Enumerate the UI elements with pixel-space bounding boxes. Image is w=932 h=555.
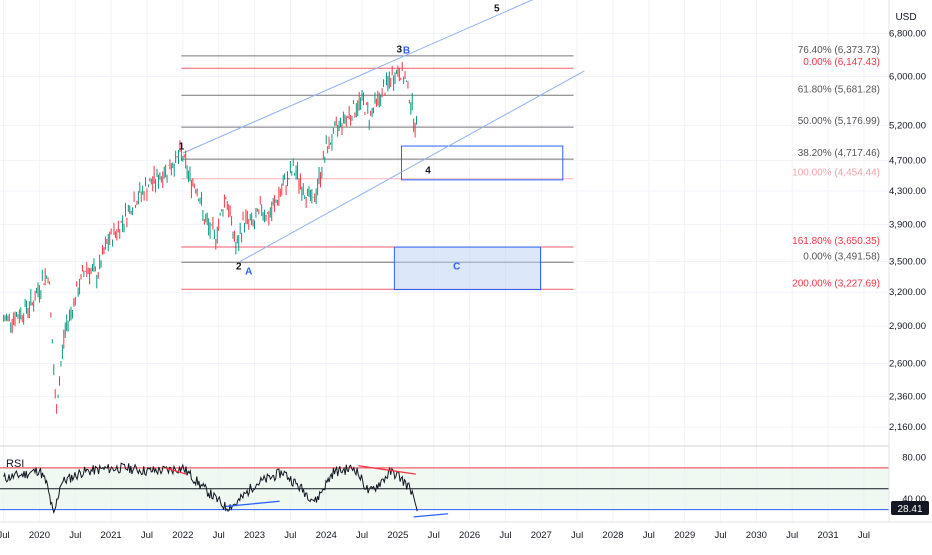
rsi-divergence-line — [358, 465, 416, 475]
price-tick-label: 2,160.00 — [889, 422, 926, 433]
time-tick-label: Jul — [499, 530, 511, 541]
rsi-divergence-line — [164, 467, 187, 475]
wave-label: 2 — [236, 261, 242, 272]
time-tick-label: Jul — [69, 530, 81, 541]
wave-labels: 1 2 A 3 B 4 5 C — [179, 4, 500, 278]
time-tick-label: Jul — [786, 530, 798, 541]
rsi-last-value: 28.41 — [897, 504, 922, 515]
time-tick-label: Jul — [141, 530, 153, 541]
rsi-indicator-label: RSI — [6, 458, 24, 470]
rsi-tick-label: 80.00 — [902, 452, 926, 463]
rsi-divergence-line — [413, 513, 449, 518]
time-axis[interactable]: Jul 2020 Jul 2021 Jul 2022 Jul 2023 Jul 2024 Jul 20… — [0, 521, 932, 550]
time-tick-label: Jul — [571, 530, 583, 541]
wave-label: 4 — [425, 166, 431, 177]
wave-label: 3 — [397, 44, 403, 55]
price-tick-label: 5,200.00 — [889, 121, 926, 132]
time-tick-label: Jul — [0, 530, 10, 541]
time-tick-label: Jul — [428, 530, 440, 541]
time-tick-label: 2022 — [172, 530, 193, 541]
currency-label: USD — [895, 12, 916, 23]
time-tick-label: 2030 — [746, 530, 767, 541]
rsi-pane[interactable] — [0, 462, 889, 518]
time-tick-label: 2026 — [459, 530, 480, 541]
rsi-line — [3, 462, 418, 515]
price-tick-label: 3,500.00 — [889, 256, 926, 267]
fib-level-label: 61.80% (5,681.28) — [798, 84, 880, 95]
time-tick-label: 2029 — [674, 530, 695, 541]
time-tick-label: 2020 — [29, 530, 50, 541]
price-axis-background — [889, 0, 932, 522]
wave-label: B — [403, 45, 410, 56]
grid — [0, 0, 932, 522]
fib-level-label: 100.00% (4,454.44) — [792, 168, 880, 179]
rsi-tick-label: 40.00 — [902, 494, 926, 505]
trend-channel[interactable] — [182, 0, 585, 262]
fib-level-label: 161.80% (3,650.35) — [792, 236, 880, 247]
fib-levels[interactable]: 76.40% (6,373.73)0.00% (6,147.43) 61.80% … — [181, 45, 880, 290]
fib-level-label: 38.20% (4,717.46) — [798, 148, 880, 159]
time-tick-label: 2031 — [817, 530, 838, 541]
time-tick-label: Jul — [858, 530, 870, 541]
price-tick-label: 3,900.00 — [889, 219, 926, 230]
price-bars — [3, 61, 418, 414]
fib-level-label: 0.00% (3,491.58) — [803, 251, 880, 262]
price-tick-label: 3,200.00 — [889, 287, 926, 298]
fib-level-label: 50.00% (5,176.99) — [798, 116, 880, 127]
time-tick-label: 2027 — [531, 530, 552, 541]
price-tick-label: 6,800.00 — [889, 29, 926, 40]
rsi-divergence-line — [225, 500, 280, 508]
time-tick-label: 2028 — [602, 530, 623, 541]
upper-channel-line[interactable] — [182, 0, 563, 154]
price-tick-label: 4,700.00 — [889, 155, 926, 166]
lower-channel-line[interactable] — [239, 70, 585, 262]
price-tick-label: 2,360.00 — [889, 392, 926, 403]
time-axis-background — [0, 522, 932, 550]
price-tick-label: 2,600.00 — [889, 358, 926, 369]
wave-label: A — [245, 266, 252, 277]
wave-label: C — [453, 261, 460, 272]
wave-c-target-box[interactable] — [393, 246, 542, 291]
fib-level-label: 76.40% (6,373.73) — [798, 45, 880, 56]
time-tick-label: Jul — [284, 530, 296, 541]
price-tick-label: 4,300.00 — [889, 186, 926, 197]
fib-level-label: 0.00% (6,147.43) — [803, 57, 880, 68]
price-tick-label: 6,000.00 — [889, 72, 926, 83]
time-tick-label: 2021 — [101, 530, 122, 541]
fib-level-label: 200.00% (3,227.69) — [792, 278, 880, 289]
wave-4-target-box[interactable] — [400, 145, 564, 181]
time-tick-label: 2025 — [387, 530, 408, 541]
time-tick-label: 2024 — [316, 530, 337, 541]
wave-label: 5 — [494, 4, 500, 15]
time-tick-label: Jul — [643, 530, 655, 541]
rsi-last-value-badge — [891, 501, 929, 515]
time-tick-label: Jul — [213, 530, 225, 541]
wave-label: 1 — [179, 142, 185, 153]
price-tick-label: 2,900.00 — [889, 321, 926, 332]
time-tick-label: Jul — [714, 530, 726, 541]
overlay-labels: RSI 28.41 — [6, 458, 929, 515]
price-axis[interactable]: USD 6,800.00 6,000.00 5,200.00 4,700.00 4,30… — [888, 0, 932, 522]
time-tick-label: 2023 — [244, 530, 265, 541]
target-zones[interactable] — [393, 145, 564, 291]
time-tick-label: Jul — [356, 530, 368, 541]
